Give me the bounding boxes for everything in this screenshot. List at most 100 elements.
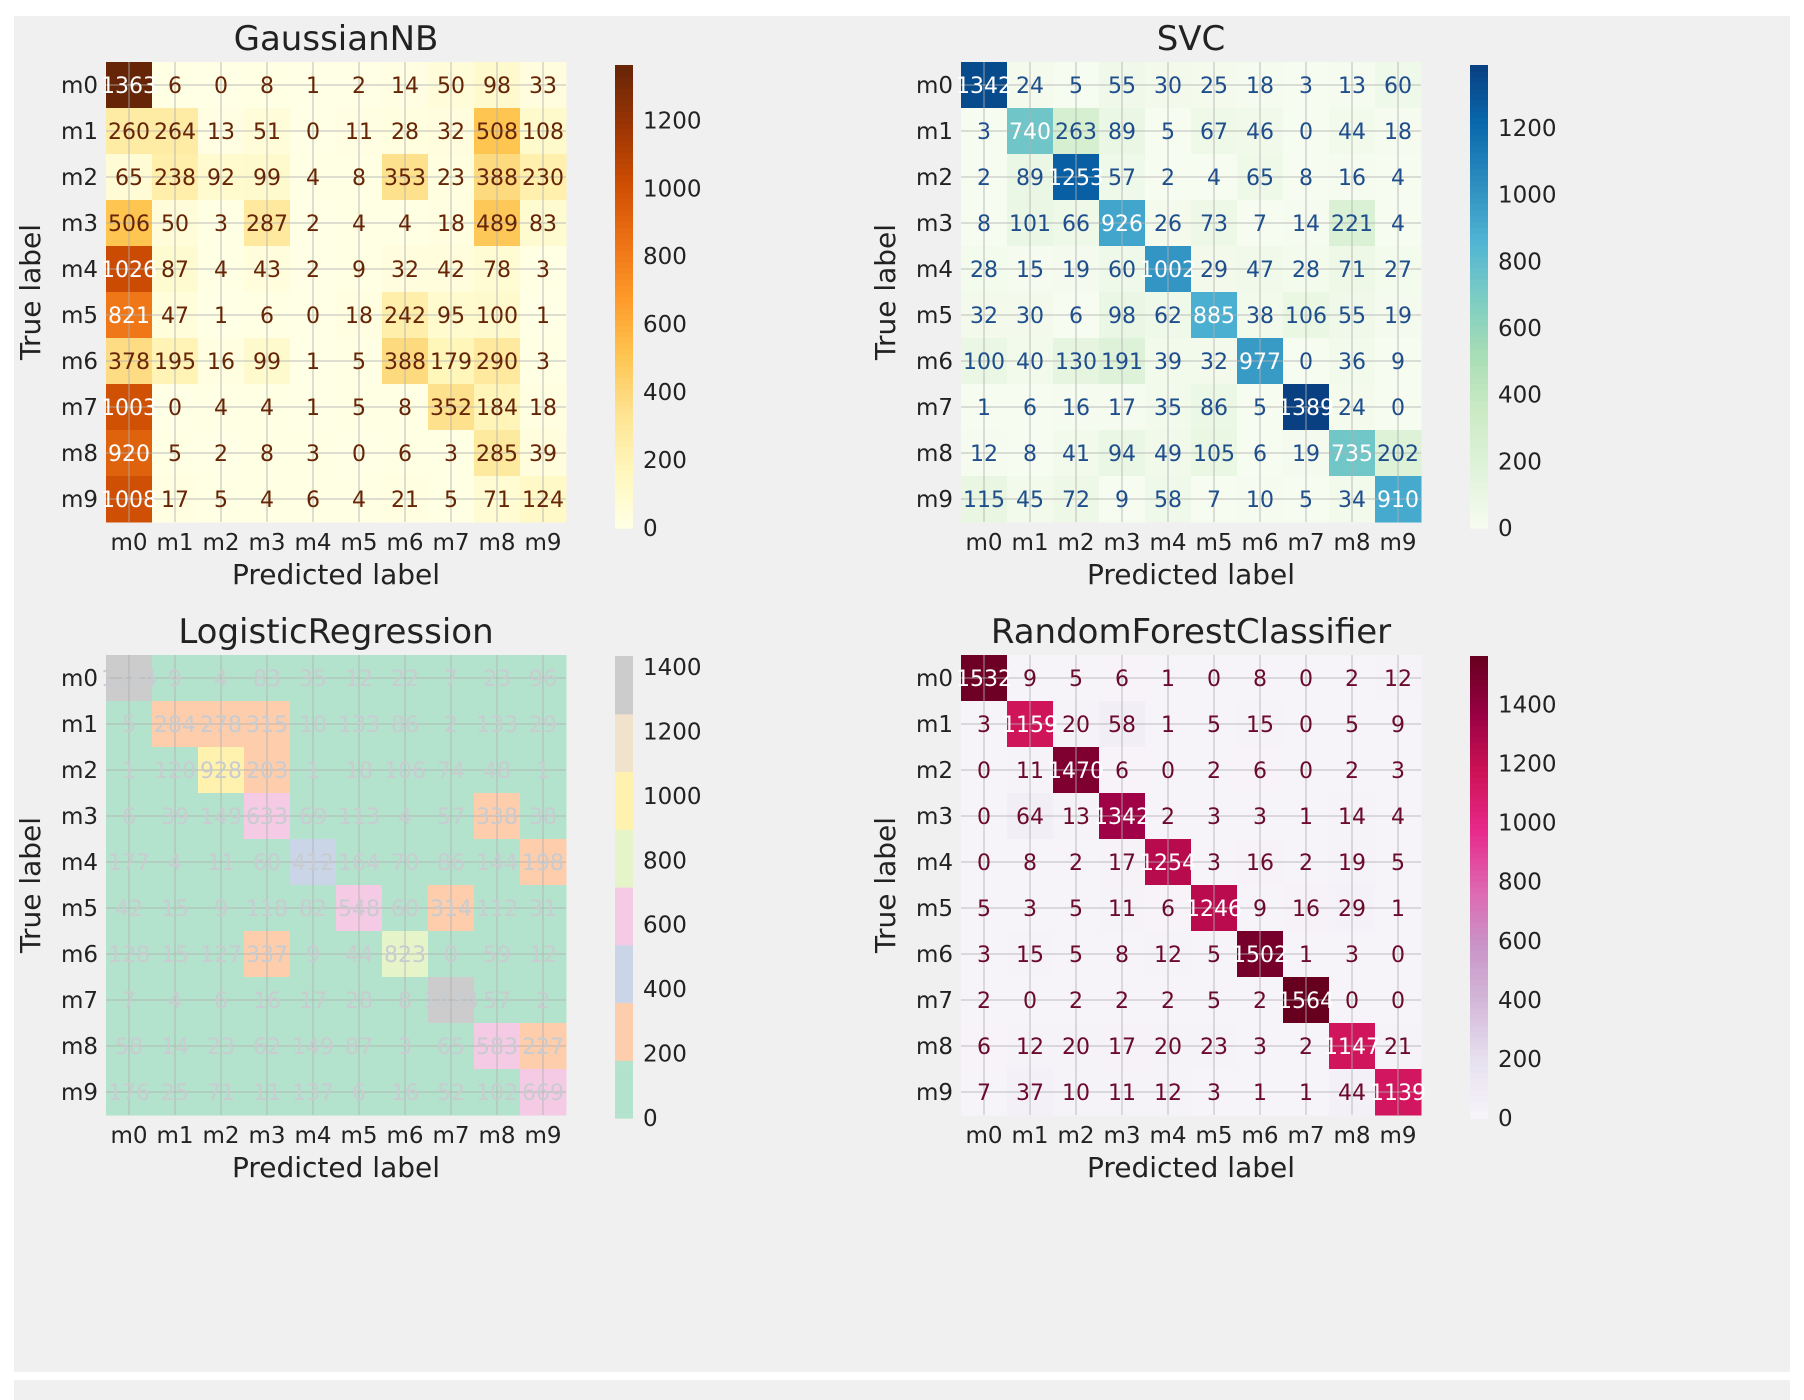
colorbar-segment bbox=[1470, 308, 1488, 315]
y-tick-label: m6 bbox=[61, 349, 98, 375]
cell-value-label: 203 bbox=[246, 759, 288, 784]
cell-value-label: 33 bbox=[529, 74, 557, 99]
cell-value-label: 70 bbox=[391, 851, 419, 876]
x-tick-label: m3 bbox=[1103, 530, 1140, 556]
colorbar-segment bbox=[1470, 215, 1488, 222]
cell-value-label: 2 bbox=[1299, 1035, 1313, 1060]
cell-value-label: 920 bbox=[108, 442, 150, 467]
colorbar-segment bbox=[1470, 1054, 1488, 1061]
colorbar-segment bbox=[615, 522, 633, 529]
cell-value-label: 5 bbox=[1207, 989, 1221, 1014]
x-tick-label: m8 bbox=[478, 1123, 515, 1149]
x-tick-label: m9 bbox=[1379, 1123, 1416, 1149]
colorbar-segment bbox=[615, 979, 633, 986]
colorbar-segment bbox=[615, 76, 633, 83]
colorbar-segment bbox=[1470, 354, 1488, 361]
cell-value-label: 3 bbox=[1207, 805, 1221, 830]
cell-value-label: 51 bbox=[253, 120, 281, 145]
y-axis-label: True label bbox=[869, 817, 902, 954]
colorbar-segment bbox=[615, 394, 633, 402]
cell-value-label: 740 bbox=[1009, 120, 1051, 145]
colorbar-segment bbox=[615, 846, 633, 853]
cell-value-label: 290 bbox=[476, 350, 518, 375]
cell-value-label: 89 bbox=[1016, 166, 1044, 191]
colorbar-segment bbox=[1470, 1106, 1488, 1113]
cell-value-label: 24 bbox=[1016, 74, 1044, 99]
cell-value-label: 977 bbox=[1239, 350, 1281, 375]
colorbar-segment bbox=[615, 348, 633, 355]
cell-value-label: 49 bbox=[1154, 442, 1182, 467]
cell-value-label: 5 bbox=[352, 396, 366, 421]
cell-value-label: 16 bbox=[253, 989, 281, 1014]
cell-value-label: 928 bbox=[200, 759, 242, 784]
cell-value-label: 1342 bbox=[956, 74, 1012, 99]
cell-value-label: 4 bbox=[398, 212, 412, 237]
cell-value-label: 94 bbox=[1108, 442, 1136, 467]
colorbar-segment bbox=[1470, 811, 1488, 819]
cell-value-label: 6 bbox=[168, 74, 182, 99]
colorbar-segment bbox=[615, 823, 633, 830]
cell-value-label: 4 bbox=[352, 212, 366, 237]
cell-value-label: 6 bbox=[1115, 759, 1129, 784]
cell-value-label: 0 bbox=[1299, 667, 1313, 692]
colorbar-segment bbox=[1470, 771, 1488, 778]
cell-value-label: 8 bbox=[260, 74, 274, 99]
cell-value-label: 60 bbox=[253, 851, 281, 876]
colorbar-segment bbox=[1470, 325, 1488, 332]
colorbar-segment bbox=[615, 759, 633, 767]
colorbar-segment bbox=[1470, 441, 1488, 448]
colorbar-segment bbox=[615, 1008, 633, 1015]
colorbar-segment bbox=[615, 1100, 633, 1108]
cell-value-label: 18 bbox=[345, 304, 373, 329]
colorbar-segment bbox=[1470, 279, 1488, 286]
y-tick-label: m5 bbox=[61, 896, 98, 922]
colorbar-segment bbox=[615, 267, 633, 274]
cell-value-label: 39 bbox=[1154, 350, 1182, 375]
cell-value-label: 25 bbox=[161, 1081, 189, 1106]
cell-value-label: 58 bbox=[1108, 713, 1136, 738]
cell-value-label: 106 bbox=[1285, 304, 1327, 329]
cell-value-label: 1 bbox=[1161, 713, 1175, 738]
cell-value-label: 144 bbox=[476, 851, 518, 876]
cell-value-label: 16 bbox=[1062, 396, 1090, 421]
colorbar-segment bbox=[615, 1106, 633, 1113]
colorbar-segment bbox=[615, 70, 633, 78]
colorbar-segment bbox=[615, 238, 633, 246]
cell-value-label: 4 bbox=[260, 396, 274, 421]
colorbar-segment bbox=[615, 690, 633, 698]
colorbar-segment bbox=[615, 400, 633, 408]
cell-value-label: 5 bbox=[1253, 396, 1267, 421]
cell-value-label: 12 bbox=[1016, 1035, 1044, 1060]
colorbar-segment bbox=[615, 296, 633, 303]
colorbar-segment bbox=[615, 719, 633, 726]
y-tick-label: m0 bbox=[61, 666, 98, 692]
cell-value-label: 4 bbox=[398, 805, 412, 830]
colorbar-segment bbox=[1470, 950, 1488, 957]
cell-value-label: 2 bbox=[1161, 166, 1175, 191]
colorbar-segment bbox=[615, 82, 633, 89]
colorbar-segment bbox=[1470, 938, 1488, 946]
colorbar-segment bbox=[1470, 713, 1488, 721]
colorbar-segment bbox=[1470, 499, 1488, 506]
colorbar-segment bbox=[1470, 198, 1488, 205]
colorbar-segment bbox=[615, 736, 633, 744]
cell-value-label: 58 bbox=[115, 1035, 143, 1060]
colorbar-segment bbox=[1470, 846, 1488, 853]
cell-value-label: 264 bbox=[154, 120, 196, 145]
colorbar-segment bbox=[1470, 93, 1488, 101]
cell-value-label: 0 bbox=[214, 74, 228, 99]
cell-value-label: 118 bbox=[246, 897, 288, 922]
x-tick-label: m4 bbox=[1149, 530, 1186, 556]
cell-value-label: 71 bbox=[1338, 258, 1366, 283]
cell-value-label: 0 bbox=[1345, 989, 1359, 1014]
cell-value-label: 5 bbox=[1069, 943, 1083, 968]
cell-value-label: 1026 bbox=[101, 258, 157, 283]
cell-value-label: 100 bbox=[476, 304, 518, 329]
cell-value-label: 14 bbox=[1338, 805, 1366, 830]
colorbar-segment bbox=[1470, 296, 1488, 303]
colorbar-segment bbox=[615, 157, 633, 164]
colorbar-segment bbox=[1470, 1031, 1488, 1038]
colorbar-segment bbox=[1470, 435, 1488, 442]
cell-value-label: 32 bbox=[970, 304, 998, 329]
cell-value-label: 5 bbox=[1069, 897, 1083, 922]
